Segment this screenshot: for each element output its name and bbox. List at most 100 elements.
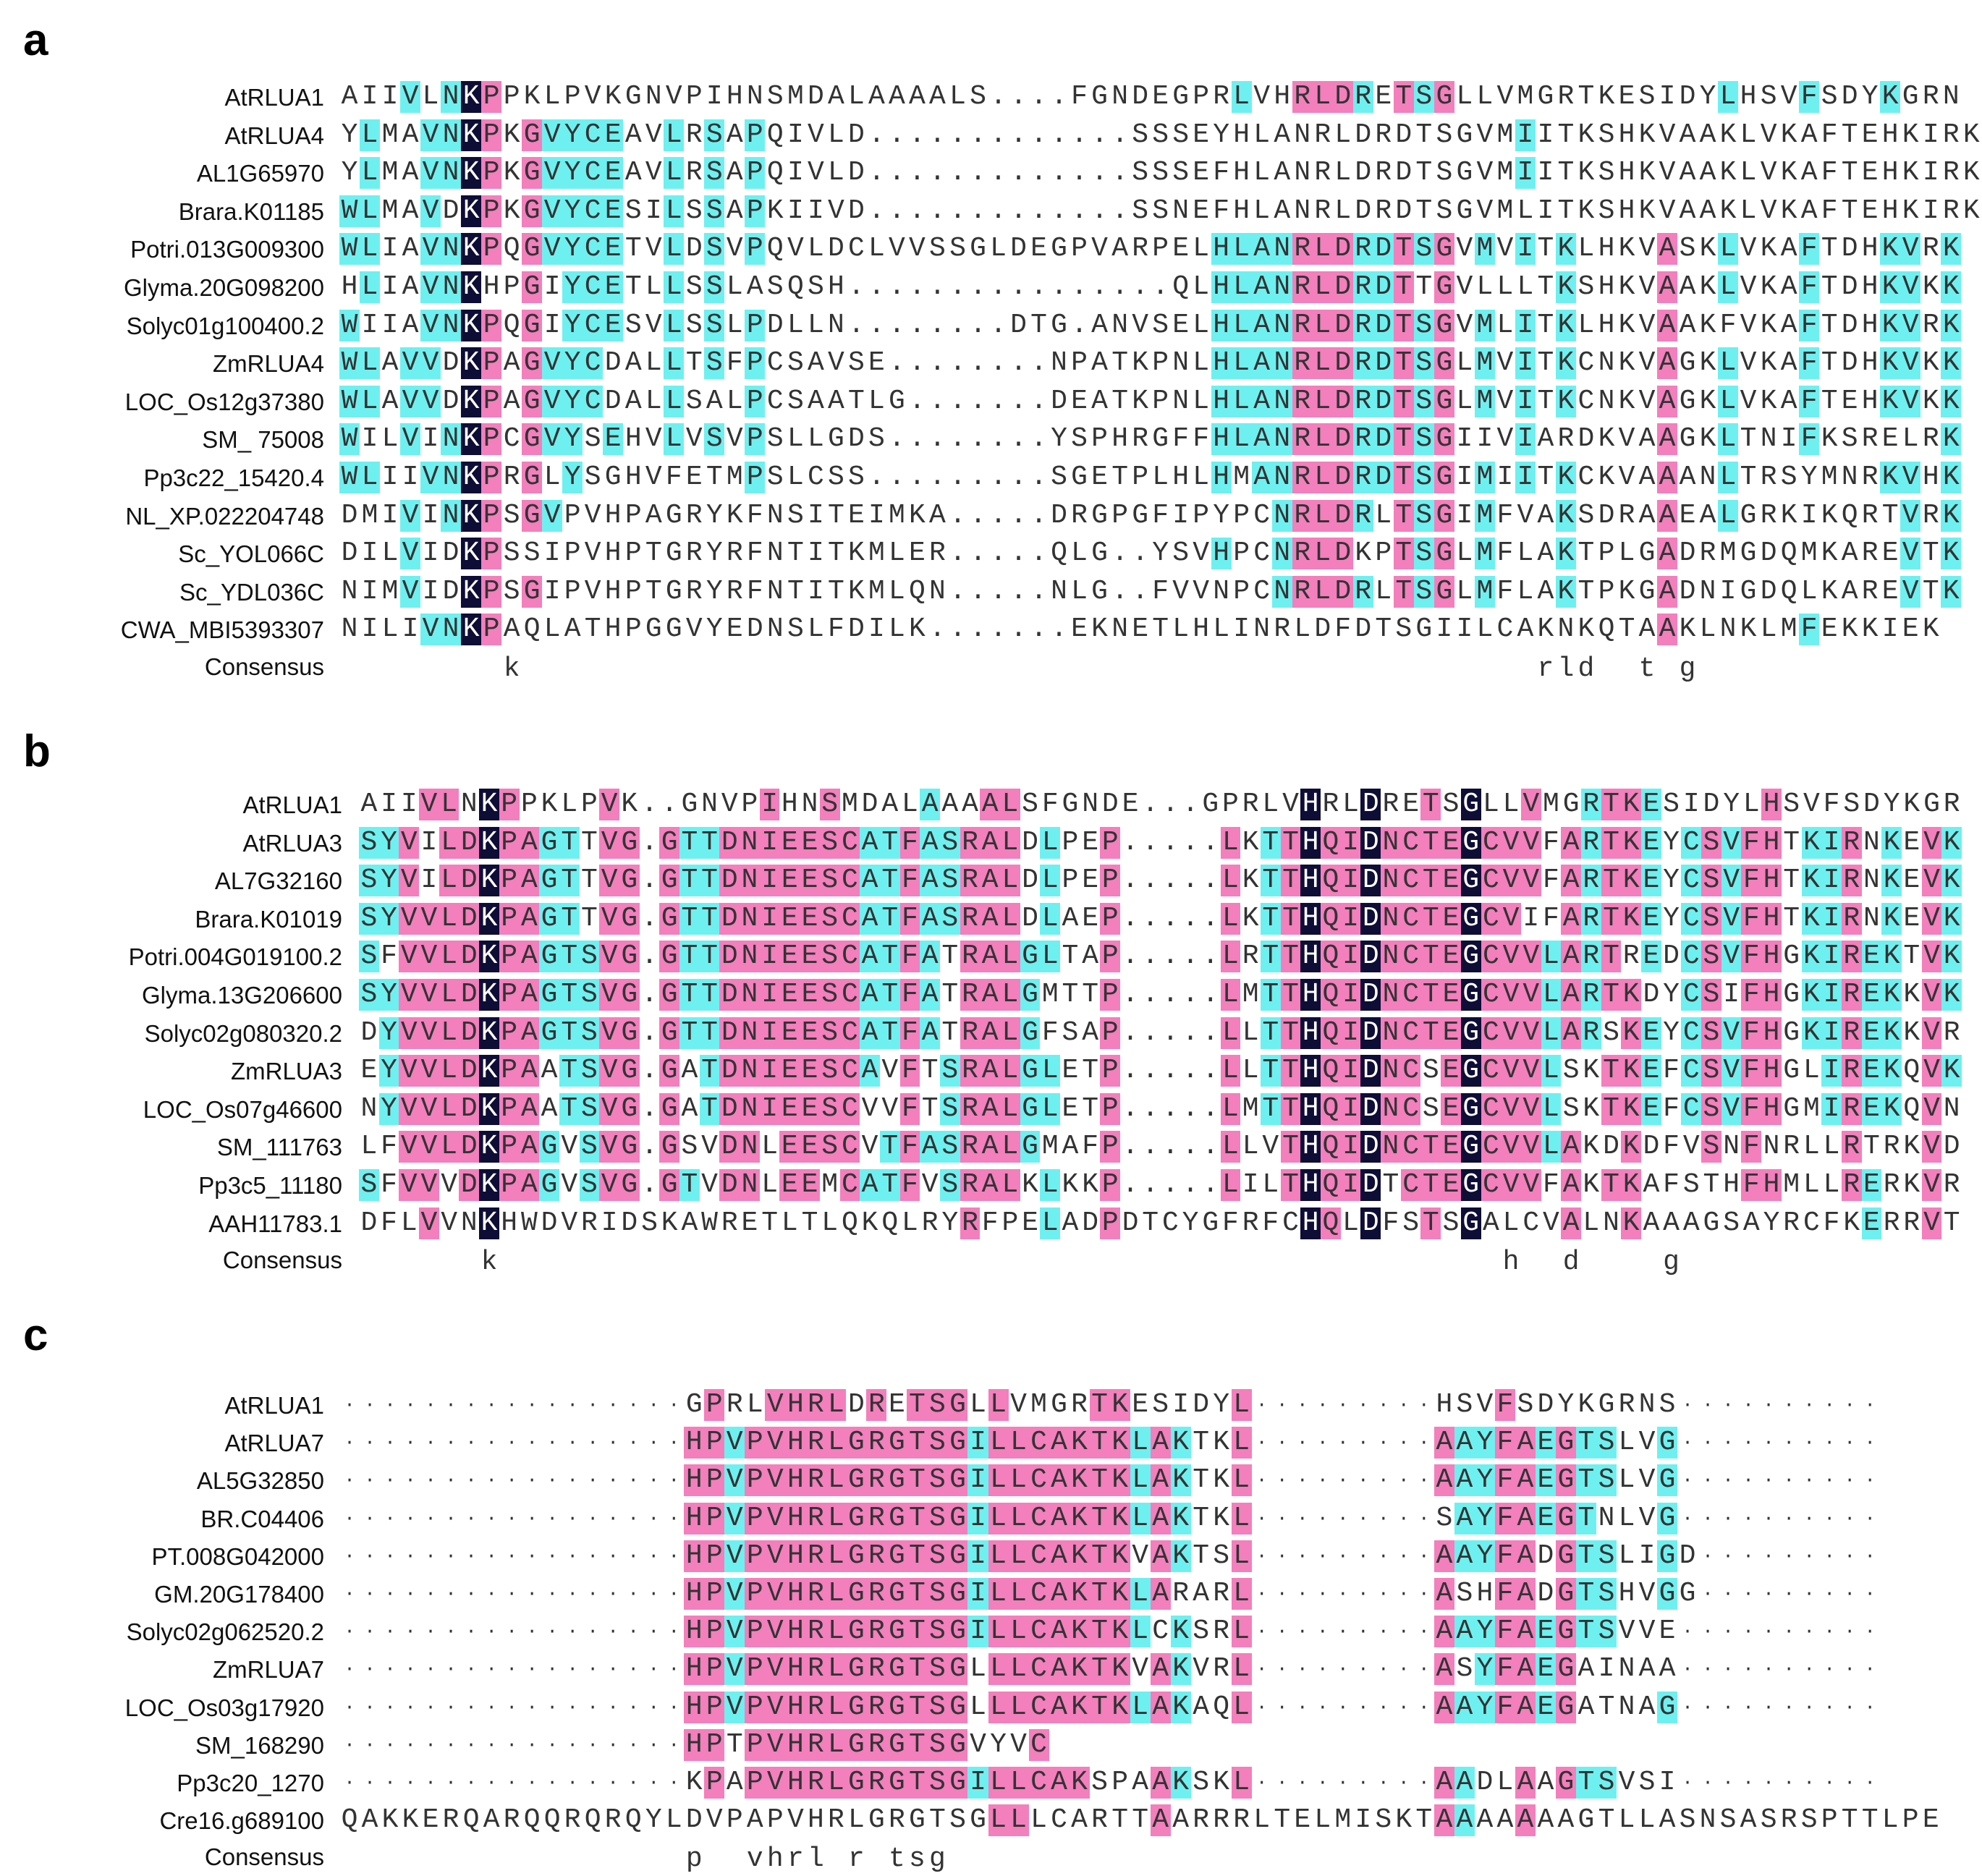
residue: L	[1803, 1131, 1820, 1163]
residue: P	[704, 1540, 725, 1572]
residue: K	[661, 1207, 678, 1239]
residue: N	[441, 271, 462, 303]
residue: G	[619, 1055, 640, 1087]
residue: T	[879, 1131, 900, 1163]
consensus-residue	[360, 653, 380, 685]
residue: G	[1020, 979, 1041, 1011]
residue: V	[400, 423, 421, 456]
residue: P	[581, 789, 598, 820]
residue: V	[1496, 81, 1514, 112]
residue: T	[1575, 1502, 1596, 1535]
residue: E	[800, 979, 820, 1011]
residue: Q	[1780, 575, 1797, 607]
residue: ·	[486, 1545, 497, 1567]
consensus-residue	[1617, 653, 1637, 685]
residue: ·	[384, 1545, 396, 1567]
residue: D	[459, 1055, 480, 1087]
residue: N	[1051, 575, 1067, 607]
residue: R	[827, 1804, 844, 1836]
residue: ·	[1337, 1545, 1349, 1567]
residue: G	[1783, 979, 1800, 1010]
residue: R	[960, 826, 981, 859]
residue: ·	[1357, 1507, 1369, 1529]
residue: P	[1193, 81, 1210, 112]
consensus-residue	[583, 1843, 603, 1875]
residue: N	[441, 81, 462, 113]
residue: ·	[1864, 1394, 1876, 1416]
consensus-residue	[1842, 1247, 1862, 1278]
residue: .	[1010, 119, 1027, 150]
residue: I	[1515, 347, 1536, 380]
residue: T	[907, 1502, 928, 1535]
residue: A	[860, 865, 880, 897]
residue: L	[826, 1691, 847, 1723]
residue: G	[619, 826, 640, 859]
residue: V	[1496, 423, 1514, 455]
residue: N	[740, 1016, 760, 1049]
residue: ·	[567, 1583, 578, 1605]
residue: .	[1111, 575, 1128, 607]
residue: ·	[1722, 1545, 1734, 1567]
residue: G	[665, 575, 682, 607]
residue: Y	[1663, 1016, 1680, 1048]
residue: K	[1801, 1016, 1822, 1049]
residue: ·	[1824, 1583, 1835, 1605]
residue: R	[805, 1578, 826, 1610]
residue: W	[520, 1207, 538, 1239]
consensus-residue	[1333, 653, 1353, 685]
residue: A	[381, 347, 399, 379]
residue: E	[779, 1131, 800, 1163]
residue: T	[679, 1016, 700, 1049]
residue: T	[1740, 462, 1757, 493]
residue: R	[960, 941, 981, 973]
residue: G	[1172, 81, 1190, 112]
residue: ·	[648, 1772, 660, 1794]
residue: V	[726, 423, 743, 455]
residue: R	[1760, 499, 1777, 531]
residue: N	[740, 941, 760, 973]
residue: L	[807, 423, 824, 455]
residue: L	[826, 1540, 847, 1572]
residue: A	[1111, 233, 1128, 265]
residue: H	[483, 271, 500, 302]
residue: ·	[1398, 1469, 1410, 1492]
residue: A	[1780, 385, 1797, 417]
sequence-row: · · · · · · · · · · · · · · · · · H P V P V H R L G R G T S G I L L C A K T K L…	[339, 1578, 1880, 1610]
residue: K	[1618, 271, 1635, 302]
residue: .	[929, 614, 946, 645]
residue: A	[1454, 1691, 1475, 1723]
residue: L	[1517, 538, 1534, 569]
residue: G	[659, 941, 679, 973]
consensus-residue	[1110, 1843, 1130, 1875]
residue: L	[1220, 1016, 1241, 1049]
residue: L	[381, 614, 399, 645]
residue: A	[1433, 1427, 1454, 1459]
consensus-residue	[520, 1247, 540, 1278]
residue: C	[583, 119, 604, 151]
consensus-residue	[988, 1843, 1009, 1875]
residue: ·	[1864, 1621, 1876, 1643]
residue: A	[1049, 1578, 1070, 1610]
residue: Y	[1557, 1389, 1575, 1420]
residue: L	[1231, 1502, 1252, 1535]
residue: E	[1062, 1055, 1079, 1087]
residue: A	[1150, 1540, 1171, 1572]
residue: H	[1300, 1169, 1321, 1201]
residue: N	[1271, 499, 1292, 532]
residue: M	[1242, 979, 1259, 1010]
residue: E	[1441, 1092, 1461, 1125]
residue: D	[1395, 195, 1413, 226]
residue: C	[1681, 902, 1702, 935]
residue: T	[699, 1055, 720, 1087]
residue: T	[1537, 271, 1554, 302]
residue: T	[1280, 1169, 1301, 1201]
consensus-residue	[1596, 653, 1617, 685]
residue: .	[1142, 941, 1159, 972]
residue: V	[420, 347, 441, 380]
residue: .	[641, 1016, 658, 1048]
residue: K	[1069, 1540, 1090, 1572]
residue: S	[927, 1616, 948, 1648]
residue: F	[1741, 979, 1762, 1011]
